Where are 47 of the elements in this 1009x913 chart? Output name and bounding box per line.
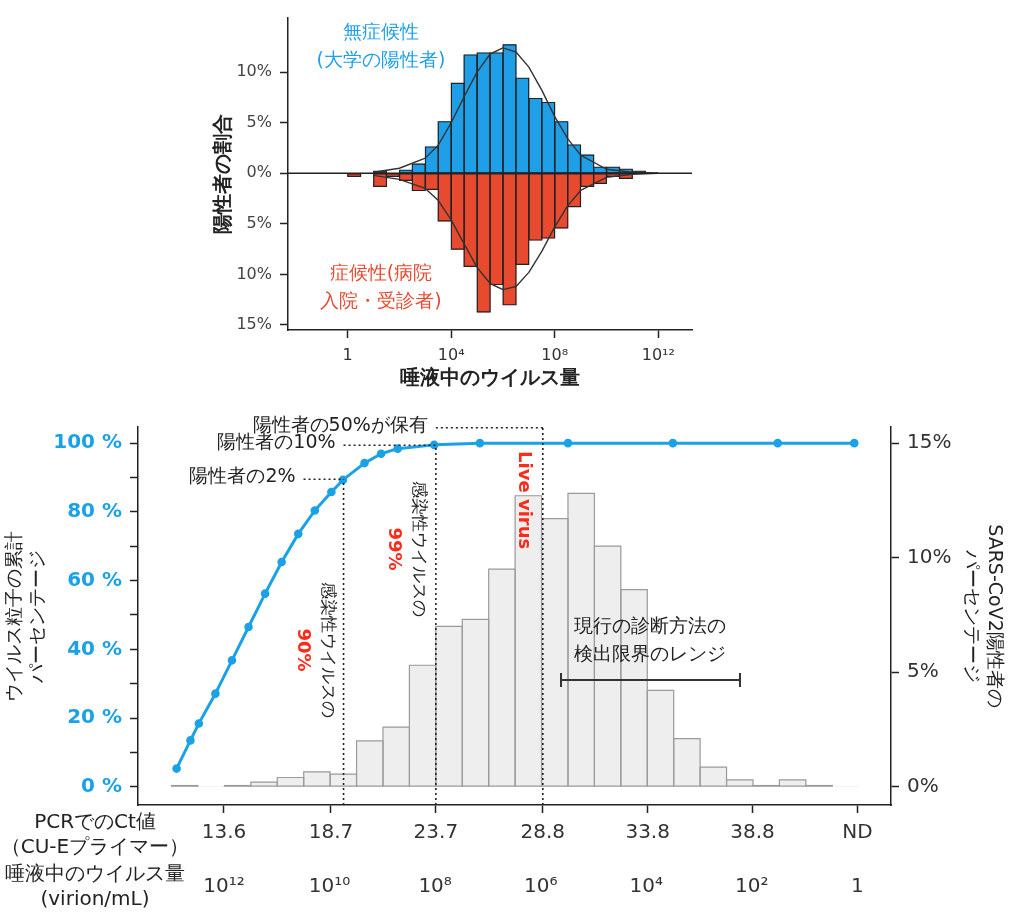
series-label: 症候性(病院入院・受診者) <box>320 260 442 311</box>
x-tick-label: 18.7 <box>308 819 354 844</box>
x2-tick-label: 10² <box>735 873 769 898</box>
y-axis-title: ウイルス粒子の累計パーセンテージ <box>2 530 48 702</box>
y-tick-label: 0 % <box>81 772 122 797</box>
ref-line-label: 陽性者の2% <box>189 464 296 487</box>
y-tick-label: 15% <box>236 314 272 334</box>
y-tick-label: 40 % <box>67 635 122 660</box>
y2-tick-label: 5% <box>907 658 939 683</box>
y2-axis-title: SARS-CoV2陽性者のパーセンテージ <box>961 524 1007 708</box>
y-tick-label: 60 % <box>67 566 122 591</box>
annotation: Live virus <box>515 451 537 550</box>
annotation: 感染性ウイルスの99% <box>384 481 431 617</box>
y-tick-label: 10% <box>236 263 272 283</box>
x2-tick-label: 10¹⁰ <box>308 873 351 898</box>
x-tick-label: 10⁴ <box>437 344 465 364</box>
x-tick-label: 1 <box>342 344 353 364</box>
y2-tick-label: 0% <box>907 772 939 797</box>
x-axis-title: 唾液中のウイルス量 <box>400 365 580 390</box>
x-tick-label: 23.7 <box>413 819 459 844</box>
x2-tick-label: 10¹² <box>203 873 245 898</box>
x-tick-label: 33.8 <box>625 819 670 844</box>
y-tick-label: 10% <box>236 61 272 81</box>
x-tick-label: 38.8 <box>730 819 775 844</box>
x2-tick-label: 10⁴ <box>629 873 663 898</box>
x-tick-label: 10¹² <box>641 344 675 364</box>
x-tick-label: 10⁸ <box>541 344 569 364</box>
x-axis-title: PCRでのCt値（CU-Eプライマー） <box>0 809 190 859</box>
y-tick-label: 5% <box>246 111 272 131</box>
x2-tick-label: 1 <box>850 873 864 898</box>
y-tick-label: 100 % <box>53 429 122 454</box>
y2-tick-label: 15% <box>907 429 952 454</box>
y-tick-label: 20 % <box>67 704 122 729</box>
x2-axis-title: 唾液中のウイルス量(virion/mL) <box>5 861 185 911</box>
y-tick-label: 5% <box>246 213 272 232</box>
annotation: 現行の診断方法の検出限界のレンジ <box>574 613 726 664</box>
annotation: 感染性ウイルスの90% <box>293 582 340 718</box>
x2-tick-label: 10⁶ <box>523 873 558 898</box>
y-tick-label: 0% <box>246 162 272 182</box>
x-tick-label: ND <box>842 819 873 844</box>
x-tick-label: 13.6 <box>201 819 247 844</box>
y2-tick-label: 10% <box>907 543 952 568</box>
x2-tick-label: 10⁸ <box>418 873 452 898</box>
y-tick-label: 80 % <box>67 498 122 523</box>
y-axis-title: 陽性者の割合 <box>210 113 235 234</box>
series-label: 無症候性(大学の陽性者) <box>316 19 446 70</box>
x-tick-label: 28.8 <box>520 819 566 844</box>
